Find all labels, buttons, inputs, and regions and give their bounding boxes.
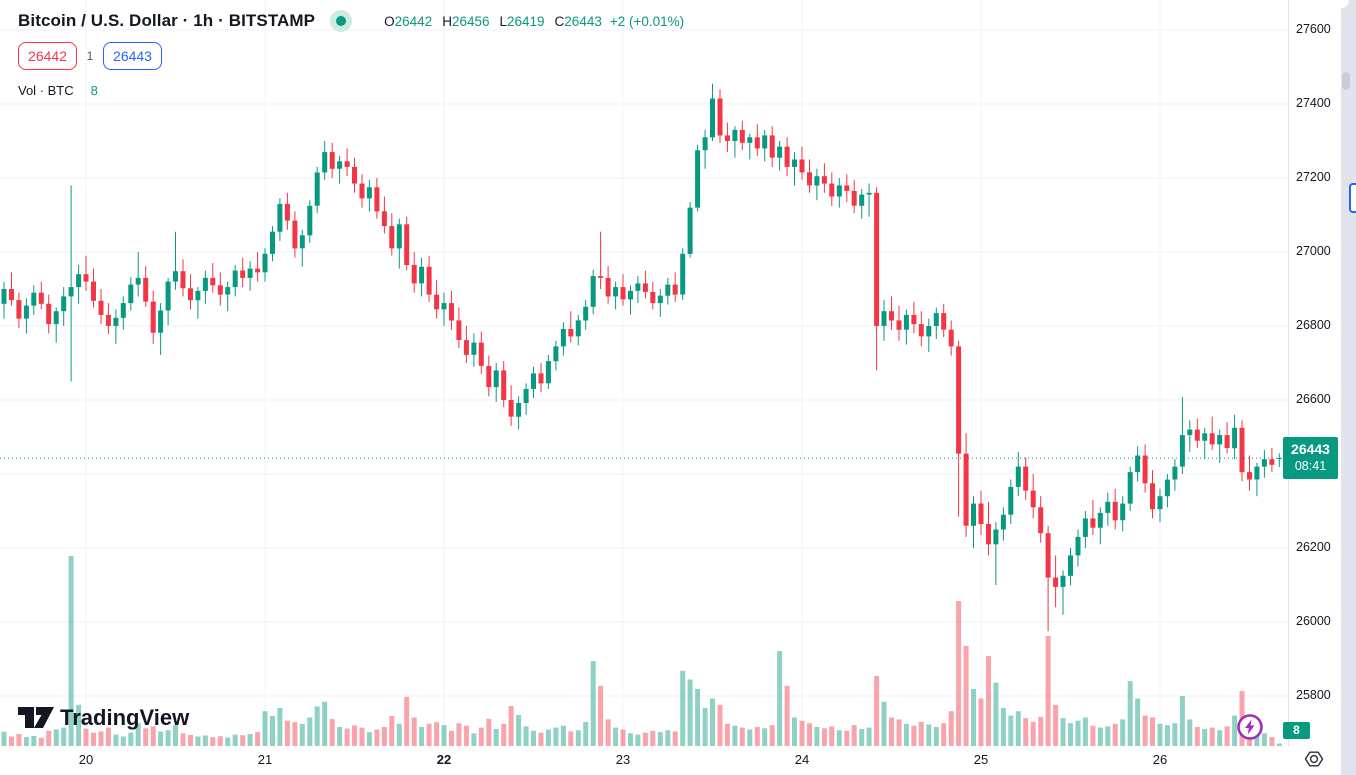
time-tick-label: 21	[257, 752, 273, 767]
price-tick-label: 27000	[1296, 244, 1331, 258]
bid-ask-row: 26442 1 26443	[18, 42, 162, 70]
time-tick-label: 23	[615, 752, 631, 767]
current-price-label: 26443 08:41	[1283, 437, 1338, 479]
volume-axis-badge: 8	[1283, 722, 1310, 739]
time-tick-label: 25	[973, 752, 989, 767]
price-axis[interactable]: 2760027400272002700026800266002640026200…	[1288, 0, 1342, 746]
price-tick-label: 27600	[1296, 22, 1331, 36]
high-label: H	[442, 13, 452, 29]
open-label: O	[384, 13, 395, 29]
lightning-trading-button[interactable]	[1235, 712, 1265, 742]
time-tick-label: 22	[436, 752, 452, 767]
candlestick-chart-canvas[interactable]	[0, 0, 1288, 775]
price-tick-label: 26200	[1296, 540, 1331, 554]
axis-settings-gear-icon[interactable]	[1303, 748, 1325, 770]
price-tick-label: 26000	[1296, 614, 1331, 628]
scrollbar-thumb[interactable]	[1342, 72, 1350, 90]
time-tick-label: 20	[78, 752, 94, 767]
close-value: 26443	[564, 13, 602, 29]
tradingview-logo-icon	[18, 707, 54, 728]
time-tick-label: 26	[1152, 752, 1168, 767]
low-value: 26419	[507, 13, 545, 29]
price-tick-label: 27200	[1296, 170, 1331, 184]
grid-lines	[0, 0, 1288, 746]
price-tick-label: 26600	[1296, 392, 1331, 406]
time-axis[interactable]: 20 21 22 23 24 25 26	[0, 746, 1288, 775]
sell-bid-button[interactable]: 26442	[18, 42, 77, 70]
time-tick-label: 24	[794, 752, 810, 767]
low-label: L	[499, 13, 507, 29]
countdown-timer: 08:41	[1294, 459, 1327, 473]
volume-legend-row: Vol · BTC 8	[18, 83, 98, 98]
open-value: 26442	[394, 13, 433, 29]
price-tick-label: 25800	[1296, 688, 1331, 702]
close-label: C	[554, 13, 565, 29]
lightning-bolt-icon	[1245, 719, 1255, 735]
spread-value: 1	[86, 49, 94, 63]
current-price-value: 26443	[1291, 441, 1330, 457]
ohlc-values: O 26442 H 26456 L 26419 C 26443 +2 (+0.01%)	[384, 14, 684, 29]
buy-ask-button[interactable]: 26443	[103, 42, 162, 70]
tradingview-logo[interactable]: TradingView	[17, 702, 237, 737]
side-panel-blue-tab[interactable]	[1349, 183, 1356, 213]
price-tick-label: 26800	[1296, 318, 1331, 332]
volume-label: Vol · BTC	[18, 83, 74, 98]
side-panel-scrollbar[interactable]	[1341, 0, 1356, 775]
tradingview-logo-text: TradingView	[60, 705, 190, 730]
change-value: +2 (+0.01%)	[609, 13, 685, 29]
high-value: 26456	[451, 13, 490, 29]
volume-current-value: 8	[90, 83, 98, 98]
market-status-dot-icon[interactable]	[330, 10, 353, 32]
price-tick-label: 27400	[1296, 96, 1331, 110]
symbol-title[interactable]: Bitcoin / U.S. Dollar · 1h · BITSTAMP	[18, 11, 316, 30]
strip-notch	[1341, 0, 1349, 8]
